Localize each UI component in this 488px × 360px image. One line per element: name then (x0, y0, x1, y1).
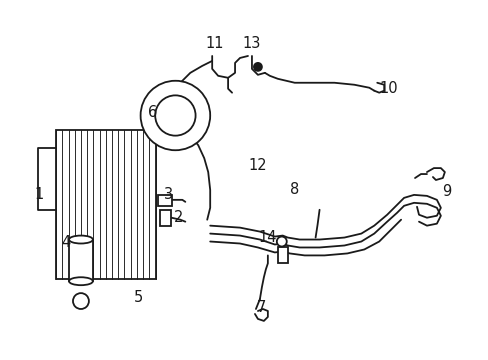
Text: 14: 14 (258, 230, 277, 245)
Bar (158, 195, 172, 206)
Text: 10: 10 (379, 81, 398, 96)
Text: 8: 8 (289, 183, 299, 197)
Bar (160, 210, 171, 226)
Text: 12: 12 (248, 158, 266, 172)
Ellipse shape (69, 235, 93, 243)
Text: 13: 13 (242, 36, 261, 50)
Text: 7: 7 (257, 300, 266, 315)
Text: 5: 5 (134, 289, 143, 305)
Text: 9: 9 (441, 184, 450, 199)
Text: 6: 6 (147, 105, 157, 120)
Text: 11: 11 (205, 36, 224, 50)
Circle shape (141, 81, 210, 150)
Circle shape (155, 95, 195, 136)
Ellipse shape (69, 277, 93, 285)
Circle shape (276, 237, 286, 247)
Text: 4: 4 (61, 235, 70, 250)
Text: 3: 3 (163, 188, 173, 202)
Bar (69, 239, 93, 281)
Bar (277, 247, 287, 264)
Circle shape (253, 63, 262, 71)
Circle shape (73, 293, 89, 309)
Bar (56, 130, 155, 279)
Text: 2: 2 (173, 210, 183, 225)
Text: 1: 1 (35, 188, 44, 202)
